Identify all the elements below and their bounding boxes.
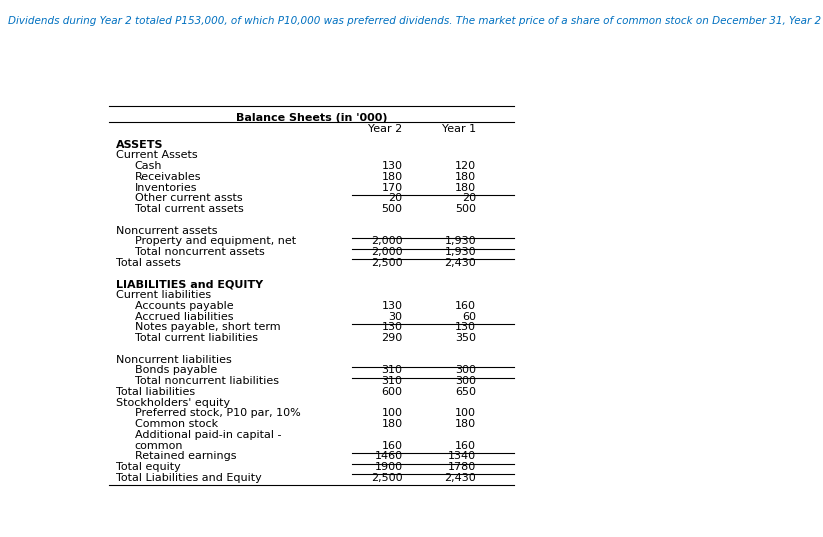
Text: 180: 180 [455, 172, 476, 182]
Text: 2,000: 2,000 [371, 236, 402, 246]
Text: Bonds payable: Bonds payable [135, 366, 217, 375]
Text: common: common [135, 441, 184, 451]
Text: Retained earnings: Retained earnings [135, 452, 236, 461]
Text: 160: 160 [382, 441, 402, 451]
Text: Total Liabilities and Equity: Total Liabilities and Equity [115, 473, 262, 483]
Text: Current liabilities: Current liabilities [115, 290, 211, 300]
Text: 180: 180 [382, 419, 402, 429]
Text: 310: 310 [382, 376, 402, 386]
Text: 300: 300 [455, 376, 476, 386]
Text: Year 1: Year 1 [442, 125, 476, 134]
Text: Balance Sheets (in '000): Balance Sheets (in '000) [236, 113, 388, 123]
Text: Additional paid-in capital -: Additional paid-in capital - [135, 430, 281, 440]
Text: Accrued liabilities: Accrued liabilities [135, 311, 233, 322]
Text: 2,430: 2,430 [444, 258, 476, 268]
Text: Stockholders' equity: Stockholders' equity [115, 398, 230, 408]
Text: Total noncurrent assets: Total noncurrent assets [135, 247, 264, 257]
Text: 310: 310 [382, 366, 402, 375]
Text: 160: 160 [455, 301, 476, 311]
Text: 1,930: 1,930 [444, 247, 476, 257]
Text: 180: 180 [455, 183, 476, 193]
Text: Preferred stock, P10 par, 10%: Preferred stock, P10 par, 10% [135, 409, 300, 418]
Text: 60: 60 [462, 311, 476, 322]
Text: Total current assets: Total current assets [135, 204, 244, 214]
Text: 100: 100 [455, 409, 476, 418]
Text: 130: 130 [382, 161, 402, 171]
Text: 300: 300 [455, 366, 476, 375]
Text: 1900: 1900 [374, 462, 402, 472]
Text: 100: 100 [382, 409, 402, 418]
Text: Total equity: Total equity [115, 462, 180, 472]
Text: LIABILITIES and EQUITY: LIABILITIES and EQUITY [115, 279, 263, 289]
Text: Noncurrent liabilities: Noncurrent liabilities [115, 355, 231, 365]
Text: Common stock: Common stock [135, 419, 218, 429]
Text: 1460: 1460 [374, 452, 402, 461]
Text: 180: 180 [455, 419, 476, 429]
Text: 30: 30 [388, 311, 402, 322]
Text: 600: 600 [382, 387, 402, 397]
Text: Noncurrent assets: Noncurrent assets [115, 226, 217, 236]
Text: ASSETS: ASSETS [115, 140, 163, 150]
Text: 130: 130 [382, 322, 402, 332]
Text: 160: 160 [455, 441, 476, 451]
Text: 20: 20 [388, 193, 402, 204]
Text: Accounts payable: Accounts payable [135, 301, 234, 311]
Text: Inventories: Inventories [135, 183, 198, 193]
Text: 20: 20 [462, 193, 476, 204]
Text: 130: 130 [455, 322, 476, 332]
Text: Current Assets: Current Assets [115, 150, 198, 161]
Text: 1780: 1780 [448, 462, 476, 472]
Text: 290: 290 [381, 333, 402, 343]
Text: 2,430: 2,430 [444, 473, 476, 483]
Text: 2,500: 2,500 [371, 258, 402, 268]
Text: 120: 120 [455, 161, 476, 171]
Text: Receivables: Receivables [135, 172, 202, 182]
Text: Cash: Cash [135, 161, 162, 171]
Text: Total assets: Total assets [115, 258, 180, 268]
Text: 170: 170 [382, 183, 402, 193]
Text: 650: 650 [455, 387, 476, 397]
Text: 350: 350 [455, 333, 476, 343]
Text: Total current liabilities: Total current liabilities [135, 333, 258, 343]
Text: 1340: 1340 [448, 452, 476, 461]
Text: 180: 180 [382, 172, 402, 182]
Text: Dividends during Year 2 totaled P153,000, of which P10,000 was preferred dividen: Dividends during Year 2 totaled P153,000… [8, 16, 823, 26]
Text: 130: 130 [382, 301, 402, 311]
Text: 500: 500 [382, 204, 402, 214]
Text: 2,500: 2,500 [371, 473, 402, 483]
Text: Total noncurrent liabilities: Total noncurrent liabilities [135, 376, 279, 386]
Text: 2,000: 2,000 [371, 247, 402, 257]
Text: Notes payable, short term: Notes payable, short term [135, 322, 281, 332]
Text: Other current assts: Other current assts [135, 193, 243, 204]
Text: Total liabilities: Total liabilities [115, 387, 195, 397]
Text: 500: 500 [455, 204, 476, 214]
Text: Year 2: Year 2 [369, 125, 402, 134]
Text: 1,930: 1,930 [444, 236, 476, 246]
Text: Property and equipment, net: Property and equipment, net [135, 236, 296, 246]
